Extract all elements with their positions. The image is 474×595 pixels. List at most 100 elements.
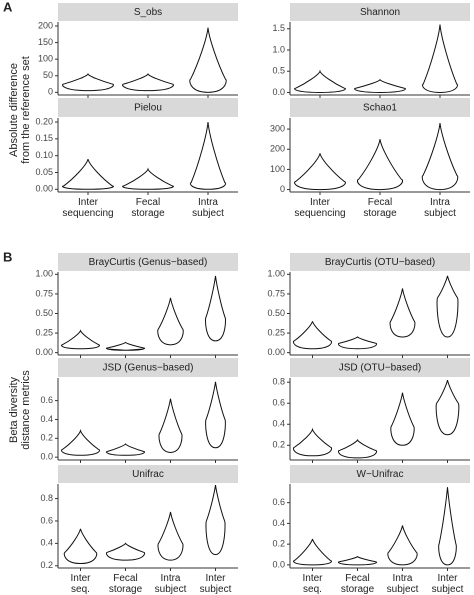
y-tick-label: 200 bbox=[270, 144, 285, 154]
x-tick-label: Intra subject bbox=[155, 573, 187, 595]
violin bbox=[337, 438, 378, 459]
y-tick-label: 0.00 bbox=[35, 184, 53, 194]
y-tick-label: 0.2 bbox=[40, 433, 53, 443]
x-tick-label-line: subject bbox=[387, 584, 419, 595]
y-tick-label: 0.8 bbox=[272, 377, 285, 387]
x-tick-label-line: storage bbox=[131, 208, 165, 219]
facet-title: BrayCurtis (OTU−based) bbox=[325, 257, 435, 268]
violin bbox=[390, 392, 415, 446]
violin bbox=[337, 336, 378, 350]
y-tick-label: 50 bbox=[43, 70, 53, 80]
x-tick-label-line: subject bbox=[432, 584, 464, 595]
violin bbox=[122, 72, 174, 92]
y-tick-label: 0.2 bbox=[40, 560, 53, 570]
y-tick-label: 0.25 bbox=[267, 327, 285, 337]
y-axis-label: Absolute differencefrom the reference se… bbox=[8, 56, 32, 164]
violin bbox=[158, 398, 183, 453]
x-tick-label: Fecal storage bbox=[131, 197, 165, 219]
x-tick-label: Fecal storage bbox=[363, 197, 397, 219]
facet-title: JSD (OTU−based) bbox=[339, 363, 422, 374]
x-tick-label: Inter seq. bbox=[302, 573, 323, 595]
violin bbox=[294, 69, 346, 93]
facet-title: Shannon bbox=[360, 7, 400, 18]
x-tick-label-line: Intra bbox=[392, 573, 412, 584]
x-tick-label-line: Fecal bbox=[113, 573, 137, 584]
y-tick-label: 0.4 bbox=[272, 419, 285, 429]
violin bbox=[157, 511, 184, 561]
x-tick-label-line: Fecal bbox=[345, 573, 369, 584]
strip bbox=[58, 98, 238, 117]
y-tick-label: 1.00 bbox=[35, 269, 53, 279]
violin bbox=[122, 167, 174, 190]
y-tick-label: 0.20 bbox=[35, 116, 53, 126]
x-tick-label-line: sequencing bbox=[62, 208, 113, 219]
violin bbox=[205, 381, 226, 449]
x-tick-label: Inter seq. bbox=[70, 573, 91, 595]
y-tick-label: 1.0 bbox=[272, 44, 285, 54]
x-tick-label-line: Inter bbox=[437, 573, 458, 584]
panel-label: B bbox=[3, 249, 12, 264]
violin bbox=[294, 153, 346, 191]
x-tick-label-line: Fecal bbox=[368, 197, 392, 208]
y-tick-label: 100 bbox=[38, 54, 53, 64]
y-tick-label: 0 bbox=[280, 184, 285, 194]
y-tick-label: 0.00 bbox=[35, 347, 53, 357]
x-tick-label-line: storage bbox=[341, 584, 375, 595]
violin bbox=[63, 528, 98, 565]
x-tick-label-line: subject bbox=[200, 584, 232, 595]
y-tick-label: 1.00 bbox=[267, 269, 285, 279]
violin bbox=[105, 443, 146, 456]
y-tick-label: 0.0 bbox=[40, 452, 53, 462]
x-tick-label: Inter subject bbox=[200, 573, 232, 595]
y-tick-label: 150 bbox=[38, 37, 53, 47]
violin bbox=[422, 24, 458, 93]
x-tick-label-line: Intra bbox=[160, 573, 180, 584]
facet-title: BrayCurtis (Genus−based) bbox=[89, 257, 208, 268]
y-tick-label: 0.15 bbox=[35, 133, 53, 143]
facet-title: Pielou bbox=[134, 103, 162, 114]
x-tick-label: Inter sequencing bbox=[62, 197, 113, 219]
panel-label: A bbox=[3, 0, 13, 14]
violin bbox=[292, 427, 333, 457]
strip bbox=[290, 358, 470, 377]
y-tick-label: 0.50 bbox=[35, 308, 53, 318]
y-tick-label: 0.0 bbox=[272, 87, 285, 97]
facet-title: Unifrac bbox=[132, 469, 164, 480]
y-tick-label: 0.2 bbox=[272, 440, 285, 450]
y-axis-label-line: Absolute difference bbox=[8, 63, 20, 157]
y-tick-label: 100 bbox=[270, 164, 285, 174]
violin bbox=[205, 485, 226, 556]
x-tick-label: Fecal storage bbox=[109, 573, 143, 595]
strip bbox=[58, 358, 238, 377]
violin bbox=[387, 525, 418, 566]
violin bbox=[189, 27, 227, 93]
x-tick-label-line: seq. bbox=[71, 584, 90, 595]
x-tick-label-line: Inter bbox=[205, 573, 226, 584]
x-tick-label-line: seq. bbox=[303, 584, 322, 595]
facet-title: S_obs bbox=[134, 7, 162, 18]
violin bbox=[435, 379, 460, 436]
y-tick-label: 0.00 bbox=[267, 347, 285, 357]
violin bbox=[292, 321, 333, 350]
x-tick-label-line: Inter bbox=[78, 197, 99, 208]
y-tick-label: 0.75 bbox=[267, 288, 285, 298]
violin bbox=[292, 538, 333, 566]
strip bbox=[58, 3, 238, 21]
x-tick-label-line: sequencing bbox=[294, 208, 345, 219]
violin bbox=[389, 288, 416, 338]
strip bbox=[290, 253, 470, 271]
x-tick-label: Inter sequencing bbox=[294, 197, 345, 219]
y-tick-label: 0.50 bbox=[267, 308, 285, 318]
y-axis-label-line: Beta diversity bbox=[8, 376, 20, 443]
violin bbox=[354, 78, 406, 93]
y-tick-label: 0.4 bbox=[272, 518, 285, 528]
y-axis-label: Beta diversitydistance metrics bbox=[8, 370, 32, 450]
y-tick-label: 0.6 bbox=[272, 398, 285, 408]
violin bbox=[157, 297, 184, 346]
x-tick-label-line: subject bbox=[155, 584, 187, 595]
x-tick-label: Intra subject bbox=[387, 573, 419, 595]
violin bbox=[421, 122, 459, 191]
y-tick-label: 0 bbox=[48, 87, 53, 97]
violin bbox=[60, 428, 101, 456]
x-tick-label-line: Fecal bbox=[136, 197, 160, 208]
